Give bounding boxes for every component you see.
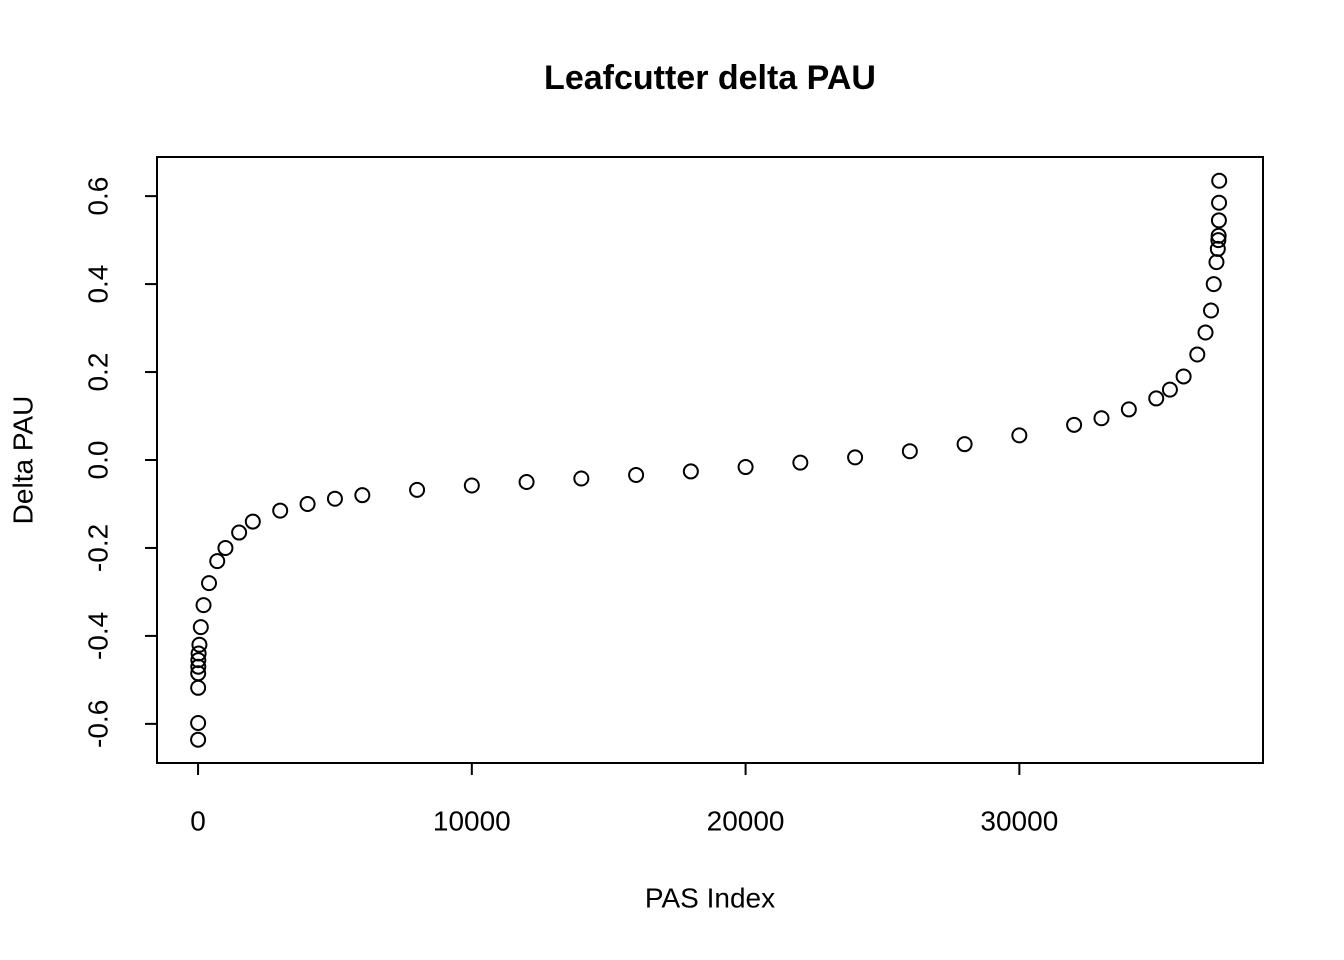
point [1066, 416, 1083, 433]
point [190, 679, 207, 696]
point [901, 443, 918, 460]
point [1011, 427, 1028, 444]
point [1208, 254, 1225, 271]
point [244, 513, 261, 530]
point [409, 481, 426, 498]
point [1189, 346, 1206, 363]
y-tick-label: -0.2 [82, 524, 113, 572]
point [209, 553, 226, 570]
x-axis-label: PAS Index [645, 882, 775, 913]
point [1211, 172, 1228, 189]
point [354, 487, 371, 504]
point [1093, 410, 1110, 427]
x-tick-label: 30000 [980, 805, 1058, 836]
point [737, 459, 754, 476]
point [272, 502, 289, 519]
point [463, 477, 480, 494]
y-tick-label: 0.6 [82, 177, 113, 216]
x-tick-label: 10000 [433, 805, 511, 836]
point [217, 539, 234, 556]
point [190, 645, 207, 662]
point [1197, 324, 1214, 341]
point [195, 597, 212, 614]
point [326, 490, 343, 507]
point [1205, 276, 1222, 293]
y-axis-label: Delta PAU [7, 396, 38, 525]
point [1210, 227, 1227, 244]
y-tick-label: -0.4 [82, 612, 113, 660]
x-tick-label: 0 [190, 805, 206, 836]
point [682, 463, 699, 480]
point [1148, 390, 1165, 407]
point [190, 714, 207, 731]
point [628, 466, 645, 483]
point [190, 731, 207, 748]
point [192, 619, 209, 636]
point [956, 436, 973, 453]
plot-frame [156, 156, 1264, 764]
y-tick-label: 0.0 [82, 441, 113, 480]
point [231, 524, 248, 541]
point [1210, 212, 1227, 229]
point [792, 454, 809, 471]
y-tick-label: 0.2 [82, 353, 113, 392]
point [201, 575, 218, 592]
chart-title: Leafcutter delta PAU [544, 59, 876, 97]
y-tick-label: 0.4 [82, 265, 113, 304]
point [191, 636, 208, 653]
point [1175, 368, 1192, 385]
point [1120, 401, 1137, 418]
point [518, 473, 535, 490]
point [1161, 381, 1178, 398]
x-tick-label: 20000 [707, 805, 785, 836]
point [190, 652, 207, 669]
point [573, 470, 590, 487]
point [1202, 302, 1219, 319]
y-tick-label: -0.6 [82, 700, 113, 748]
point [1211, 194, 1228, 211]
point [299, 495, 316, 512]
point [1210, 232, 1227, 249]
point [847, 449, 864, 466]
